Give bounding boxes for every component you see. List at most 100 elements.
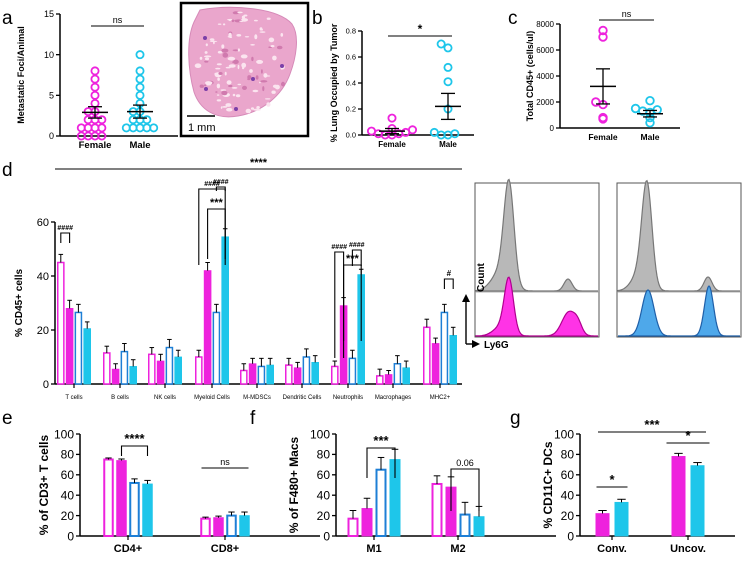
metastatic-focus	[280, 64, 284, 68]
significance-label: ***	[210, 197, 224, 209]
x-category-label: NK cells	[154, 395, 176, 401]
bar	[156, 360, 165, 385]
tissue-spot	[240, 54, 248, 59]
data-point	[443, 43, 453, 53]
bar	[165, 346, 174, 385]
bar	[74, 311, 83, 385]
tissue-spot	[224, 71, 227, 76]
x-category-label: Myeloid Cells	[194, 395, 230, 401]
bar	[129, 366, 138, 385]
tissue-spot	[215, 91, 218, 93]
flow-box-female	[474, 182, 600, 338]
significance-label: ns	[220, 457, 230, 467]
panel-label-f: f	[250, 408, 256, 429]
tissue-spot	[221, 44, 225, 49]
y-tick-label: 0.4	[346, 79, 356, 88]
y-tick-label: 20	[37, 325, 49, 337]
significance-label: ***	[346, 253, 360, 265]
lung-section	[188, 6, 297, 118]
chart-e-cd3-t-cells: 0 20 40 60 80 100% of CD3+ T cells CD4+ CD8+ ***…	[37, 427, 320, 555]
y-tick-label: 8000	[536, 20, 554, 29]
significance-label: ***	[373, 433, 389, 448]
tissue-spot	[232, 11, 239, 15]
tissue-spot	[250, 44, 255, 46]
tissue-spot	[216, 63, 222, 66]
tissue-spot	[249, 69, 253, 73]
bar	[431, 343, 440, 385]
y-tick-label: 15	[44, 9, 54, 19]
tissue-spot	[222, 23, 226, 26]
bar	[266, 364, 274, 385]
bar	[212, 311, 221, 385]
significance-label: ns	[113, 15, 123, 25]
data-point	[135, 82, 145, 92]
tissue-spot	[204, 57, 210, 61]
data-point	[408, 125, 418, 135]
tissue-spot	[236, 34, 242, 37]
x-category-label: M1	[366, 543, 381, 555]
bar	[200, 517, 211, 537]
significance-label: ####	[213, 179, 229, 186]
y-tick-label: 2000	[536, 98, 554, 107]
data-point	[83, 115, 93, 125]
tissue-spot	[222, 52, 229, 58]
data-point	[76, 131, 86, 141]
tissue-spot	[203, 55, 212, 58]
y-axis-title: % of CD3+ T cells	[37, 434, 51, 535]
data-point	[97, 131, 107, 141]
significance-label: ####	[349, 242, 365, 249]
y-axis-title: % CD45+ cells	[14, 269, 25, 338]
tissue-spot	[255, 75, 259, 80]
data-point	[135, 66, 145, 76]
y-tick-label: 60	[61, 468, 75, 482]
tissue-spot	[234, 19, 238, 22]
significance-bracket	[60, 232, 71, 243]
data-point	[97, 115, 107, 125]
histogram-tumor-male	[618, 285, 740, 337]
y-tick-label: 80	[317, 448, 331, 462]
bar	[239, 515, 250, 537]
tissue-spot	[228, 19, 232, 22]
bar	[423, 326, 431, 385]
tissue-spot	[214, 72, 217, 76]
metastatic-focus	[204, 87, 208, 91]
tissue-spot	[237, 11, 243, 14]
tissue-spot	[221, 90, 228, 96]
bar	[240, 369, 248, 385]
tissue-spot	[232, 49, 239, 52]
tissue-spot	[239, 20, 244, 22]
y-axis-title: % CD11C+ DCs	[541, 441, 555, 528]
tissue-spot	[217, 77, 220, 81]
tissue-spot	[244, 36, 250, 38]
data-point	[630, 103, 641, 114]
data-point	[366, 126, 376, 136]
tissue-spot	[215, 67, 221, 70]
tissue-spot	[228, 64, 236, 68]
bar	[311, 361, 319, 385]
y-tick-label: 0	[43, 379, 49, 391]
y-tick-label: 5	[49, 91, 54, 101]
bar	[347, 517, 359, 537]
tissue-spot	[231, 19, 235, 23]
tissue-spot	[232, 61, 238, 63]
y-tick-label: 80	[61, 448, 75, 462]
bar	[285, 364, 293, 385]
tissue-spot	[252, 89, 259, 93]
y-tick-label: 100	[310, 427, 330, 441]
tissue-spot	[205, 43, 208, 47]
y-tick-label: 0	[567, 529, 574, 543]
tissue-spot	[220, 89, 227, 91]
y-tick-label: 0	[49, 131, 54, 141]
panel-label-b: b	[312, 8, 323, 29]
y-axis-title: Total CD45+ (cells/ul)	[525, 31, 535, 122]
scale-bar-label: 1 mm	[188, 122, 216, 134]
bar	[111, 368, 120, 385]
tissue-spot	[243, 14, 248, 17]
tissue-spot	[203, 84, 207, 87]
bar	[293, 367, 302, 385]
significance-bracket	[207, 208, 226, 259]
significance-label: *	[418, 22, 423, 36]
chart-f-f480-macs: 0 20 40 60 80 100 % of F480+ Macs M1 M2 *** 0.06	[287, 427, 556, 555]
significance-bracket	[120, 445, 149, 456]
bar	[431, 482, 443, 538]
